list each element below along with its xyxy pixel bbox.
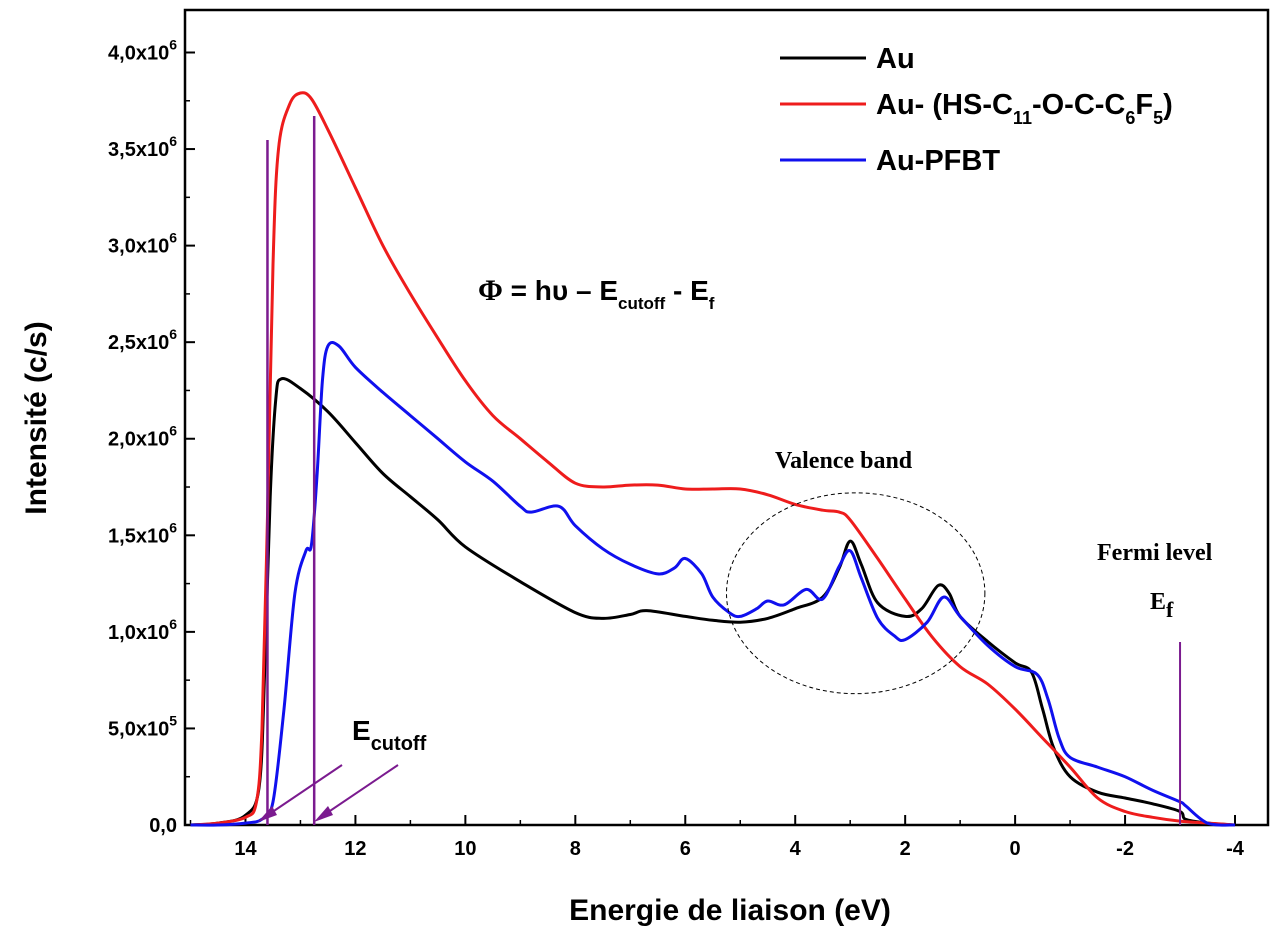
x-tick-label: -2 bbox=[1116, 838, 1134, 860]
x-tick-label: 4 bbox=[790, 838, 802, 860]
x-tick-label: 8 bbox=[570, 838, 581, 860]
cutoff-arrow-1-head bbox=[258, 806, 277, 822]
legend: Au Au- (HS-C11-O-C-C6F5) Au-PFBT bbox=[780, 43, 1173, 177]
x-tick-label: 6 bbox=[680, 838, 691, 860]
y-tick-label: 2,5x106 bbox=[108, 326, 177, 354]
y-axis-ticks: 0,0 5,0x105 1,0x106 1,5x106 2,0x106 2,5x106 3,… bbox=[108, 36, 195, 837]
cutoff-arrows bbox=[258, 764, 399, 822]
cutoff-arrow-1 bbox=[261, 764, 343, 820]
fermi-energy-label: Ef bbox=[1150, 589, 1174, 622]
y-tick-label: 3,5x106 bbox=[108, 133, 177, 161]
fermi-level-label: Fermi level bbox=[1097, 540, 1213, 566]
cutoff-energy-label: Ecutoff bbox=[352, 715, 427, 755]
series-line-thiol bbox=[190, 91, 1236, 827]
y-tick-label: 4,0x106 bbox=[108, 36, 177, 64]
legend-label-thiol: Au- (HS-C11-O-C-C6F5) bbox=[876, 89, 1173, 128]
work-function-formula: Φ = hυ – Ecutoff - Ef bbox=[478, 274, 715, 313]
valence-band-ellipse bbox=[726, 492, 986, 695]
y-tick-label: 1,0x106 bbox=[108, 616, 177, 644]
series-line-pfbt bbox=[190, 341, 1236, 827]
series-layer bbox=[190, 91, 1236, 827]
valence-band-label: Valence band bbox=[775, 448, 913, 474]
x-tick-label: 14 bbox=[234, 838, 257, 860]
x-tick-label: 2 bbox=[900, 838, 911, 860]
legend-label-pfbt: Au-PFBT bbox=[876, 145, 1000, 177]
x-tick-label: 10 bbox=[454, 838, 476, 860]
x-tick-label: 0 bbox=[1010, 838, 1021, 860]
y-tick-label: 2,0x106 bbox=[108, 423, 177, 451]
legend-label-au: Au bbox=[876, 43, 915, 75]
x-axis-ticks: 14 12 10 8 6 4 2 0 -2 -4 bbox=[189, 815, 1245, 860]
marker-layer bbox=[266, 116, 1182, 825]
y-axis-title: Intensité (c/s) bbox=[20, 321, 53, 514]
cutoff-arrow-2-head bbox=[314, 806, 333, 822]
y-tick-label: 5,0x105 bbox=[108, 712, 177, 740]
y-tick-label: 1,5x106 bbox=[108, 519, 177, 547]
plot-frame bbox=[183, 8, 1270, 827]
x-tick-label: 12 bbox=[344, 838, 366, 860]
cutoff-arrow-2 bbox=[317, 764, 399, 820]
x-tick-label: -4 bbox=[1226, 838, 1245, 860]
y-tick-label: 0,0 bbox=[149, 815, 177, 837]
x-axis-title: Energie de liaison (eV) bbox=[569, 894, 891, 927]
y-tick-label: 3,0x106 bbox=[108, 230, 177, 258]
